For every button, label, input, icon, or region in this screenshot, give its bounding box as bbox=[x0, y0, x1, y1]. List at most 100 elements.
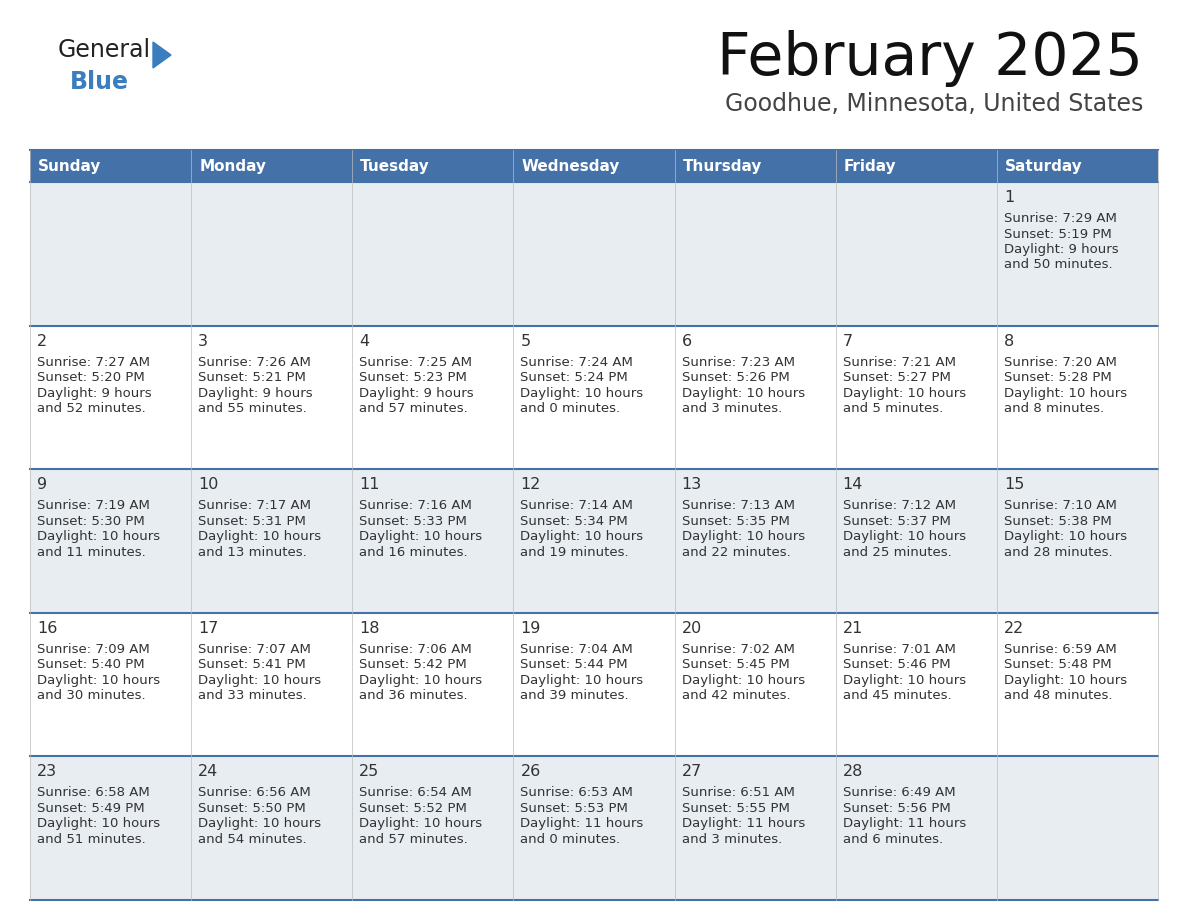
Text: Sunset: 5:26 PM: Sunset: 5:26 PM bbox=[682, 371, 789, 384]
Text: Sunrise: 7:12 AM: Sunrise: 7:12 AM bbox=[842, 499, 955, 512]
Text: Sunrise: 7:01 AM: Sunrise: 7:01 AM bbox=[842, 643, 955, 655]
Text: and 25 minutes.: and 25 minutes. bbox=[842, 545, 952, 559]
Text: Sunrise: 7:25 AM: Sunrise: 7:25 AM bbox=[359, 355, 473, 369]
Text: Sunset: 5:27 PM: Sunset: 5:27 PM bbox=[842, 371, 950, 384]
Bar bbox=[835, 150, 997, 182]
Text: Sunrise: 7:09 AM: Sunrise: 7:09 AM bbox=[37, 643, 150, 655]
Text: and 22 minutes.: and 22 minutes. bbox=[682, 545, 790, 559]
Text: 3: 3 bbox=[198, 333, 208, 349]
Text: and 13 minutes.: and 13 minutes. bbox=[198, 545, 307, 559]
Text: 1: 1 bbox=[1004, 190, 1015, 205]
Text: Daylight: 10 hours: Daylight: 10 hours bbox=[1004, 531, 1127, 543]
Text: Daylight: 9 hours: Daylight: 9 hours bbox=[198, 386, 312, 399]
Text: Sunrise: 7:27 AM: Sunrise: 7:27 AM bbox=[37, 355, 150, 369]
Text: Blue: Blue bbox=[70, 70, 129, 94]
Text: Sunrise: 7:07 AM: Sunrise: 7:07 AM bbox=[198, 643, 311, 655]
Text: Sunset: 5:24 PM: Sunset: 5:24 PM bbox=[520, 371, 628, 384]
Text: Monday: Monday bbox=[200, 159, 266, 174]
Bar bbox=[191, 150, 353, 182]
Text: Sunrise: 7:29 AM: Sunrise: 7:29 AM bbox=[1004, 212, 1117, 225]
Text: Sunset: 5:46 PM: Sunset: 5:46 PM bbox=[842, 658, 950, 671]
Text: Sunrise: 7:02 AM: Sunrise: 7:02 AM bbox=[682, 643, 795, 655]
Text: Sunrise: 7:14 AM: Sunrise: 7:14 AM bbox=[520, 499, 633, 512]
Polygon shape bbox=[153, 42, 171, 68]
Text: 2: 2 bbox=[37, 333, 48, 349]
Text: Sunday: Sunday bbox=[38, 159, 101, 174]
Text: 23: 23 bbox=[37, 765, 57, 779]
Text: Sunset: 5:34 PM: Sunset: 5:34 PM bbox=[520, 515, 628, 528]
Text: 6: 6 bbox=[682, 333, 691, 349]
Text: and 3 minutes.: and 3 minutes. bbox=[682, 833, 782, 845]
Text: Daylight: 10 hours: Daylight: 10 hours bbox=[37, 817, 160, 831]
Text: Daylight: 11 hours: Daylight: 11 hours bbox=[842, 817, 966, 831]
Text: 8: 8 bbox=[1004, 333, 1015, 349]
Text: and 51 minutes.: and 51 minutes. bbox=[37, 833, 146, 845]
Text: and 6 minutes.: and 6 minutes. bbox=[842, 833, 943, 845]
Text: 16: 16 bbox=[37, 621, 57, 636]
Text: Sunrise: 7:26 AM: Sunrise: 7:26 AM bbox=[198, 355, 311, 369]
Text: 21: 21 bbox=[842, 621, 864, 636]
Text: Sunset: 5:53 PM: Sunset: 5:53 PM bbox=[520, 802, 628, 815]
Text: Sunrise: 6:53 AM: Sunrise: 6:53 AM bbox=[520, 787, 633, 800]
Text: and 45 minutes.: and 45 minutes. bbox=[842, 689, 952, 702]
Text: Daylight: 10 hours: Daylight: 10 hours bbox=[1004, 386, 1127, 399]
Text: 10: 10 bbox=[198, 477, 219, 492]
Text: and 19 minutes.: and 19 minutes. bbox=[520, 545, 630, 559]
Text: and 0 minutes.: and 0 minutes. bbox=[520, 833, 620, 845]
Text: 15: 15 bbox=[1004, 477, 1024, 492]
Text: Sunrise: 6:59 AM: Sunrise: 6:59 AM bbox=[1004, 643, 1117, 655]
Text: Daylight: 9 hours: Daylight: 9 hours bbox=[37, 386, 152, 399]
Text: Sunset: 5:28 PM: Sunset: 5:28 PM bbox=[1004, 371, 1112, 384]
Text: 22: 22 bbox=[1004, 621, 1024, 636]
Bar bbox=[30, 326, 1158, 469]
Text: and 57 minutes.: and 57 minutes. bbox=[359, 833, 468, 845]
Text: Sunrise: 7:20 AM: Sunrise: 7:20 AM bbox=[1004, 355, 1117, 369]
Bar bbox=[675, 150, 835, 182]
Text: and 50 minutes.: and 50 minutes. bbox=[1004, 259, 1112, 272]
Text: and 52 minutes.: and 52 minutes. bbox=[37, 402, 146, 415]
Bar bbox=[30, 756, 1158, 900]
Text: Daylight: 10 hours: Daylight: 10 hours bbox=[682, 674, 804, 687]
Text: Daylight: 10 hours: Daylight: 10 hours bbox=[520, 674, 644, 687]
Text: Sunset: 5:37 PM: Sunset: 5:37 PM bbox=[842, 515, 950, 528]
Text: 4: 4 bbox=[359, 333, 369, 349]
Text: and 8 minutes.: and 8 minutes. bbox=[1004, 402, 1104, 415]
Bar bbox=[997, 150, 1158, 182]
Text: February 2025: February 2025 bbox=[718, 30, 1143, 87]
Text: Daylight: 10 hours: Daylight: 10 hours bbox=[198, 817, 321, 831]
Text: Sunrise: 7:21 AM: Sunrise: 7:21 AM bbox=[842, 355, 955, 369]
Text: Sunrise: 7:23 AM: Sunrise: 7:23 AM bbox=[682, 355, 795, 369]
Text: Daylight: 10 hours: Daylight: 10 hours bbox=[682, 386, 804, 399]
Text: Daylight: 10 hours: Daylight: 10 hours bbox=[359, 531, 482, 543]
Bar bbox=[513, 150, 675, 182]
Text: and 16 minutes.: and 16 minutes. bbox=[359, 545, 468, 559]
Text: 27: 27 bbox=[682, 765, 702, 779]
Text: Daylight: 10 hours: Daylight: 10 hours bbox=[842, 531, 966, 543]
Bar bbox=[30, 150, 191, 182]
Bar bbox=[30, 469, 1158, 613]
Text: Sunset: 5:42 PM: Sunset: 5:42 PM bbox=[359, 658, 467, 671]
Text: Sunset: 5:21 PM: Sunset: 5:21 PM bbox=[198, 371, 307, 384]
Text: 28: 28 bbox=[842, 765, 864, 779]
Text: Sunset: 5:19 PM: Sunset: 5:19 PM bbox=[1004, 228, 1112, 241]
Text: Sunrise: 7:04 AM: Sunrise: 7:04 AM bbox=[520, 643, 633, 655]
Text: 14: 14 bbox=[842, 477, 864, 492]
Text: Daylight: 10 hours: Daylight: 10 hours bbox=[37, 531, 160, 543]
Text: and 55 minutes.: and 55 minutes. bbox=[198, 402, 307, 415]
Text: and 33 minutes.: and 33 minutes. bbox=[198, 689, 307, 702]
Text: and 48 minutes.: and 48 minutes. bbox=[1004, 689, 1112, 702]
Text: Sunrise: 6:56 AM: Sunrise: 6:56 AM bbox=[198, 787, 311, 800]
Text: Sunset: 5:49 PM: Sunset: 5:49 PM bbox=[37, 802, 145, 815]
Text: and 11 minutes.: and 11 minutes. bbox=[37, 545, 146, 559]
Text: and 36 minutes.: and 36 minutes. bbox=[359, 689, 468, 702]
Text: and 39 minutes.: and 39 minutes. bbox=[520, 689, 630, 702]
Text: and 3 minutes.: and 3 minutes. bbox=[682, 402, 782, 415]
Text: 12: 12 bbox=[520, 477, 541, 492]
Text: Sunrise: 7:24 AM: Sunrise: 7:24 AM bbox=[520, 355, 633, 369]
Text: Sunrise: 7:10 AM: Sunrise: 7:10 AM bbox=[1004, 499, 1117, 512]
Text: and 30 minutes.: and 30 minutes. bbox=[37, 689, 146, 702]
Text: Daylight: 10 hours: Daylight: 10 hours bbox=[682, 531, 804, 543]
Text: and 42 minutes.: and 42 minutes. bbox=[682, 689, 790, 702]
Text: Sunrise: 6:49 AM: Sunrise: 6:49 AM bbox=[842, 787, 955, 800]
Text: Sunrise: 6:58 AM: Sunrise: 6:58 AM bbox=[37, 787, 150, 800]
